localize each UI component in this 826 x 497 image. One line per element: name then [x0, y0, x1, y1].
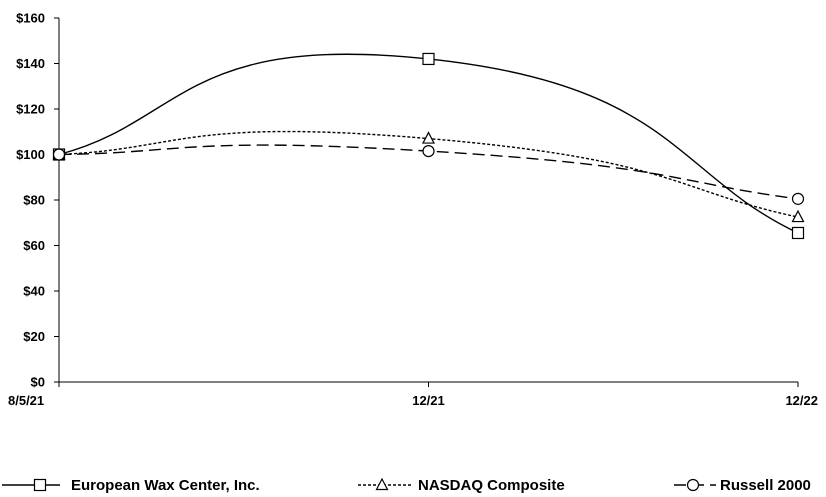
- legend-item: Russell 2000: [674, 477, 811, 494]
- y-tick-label: $80: [23, 193, 45, 208]
- x-axis: 8/5/21 12/21 12/22: [8, 381, 818, 408]
- x-tick-label: 8/5/21: [8, 393, 44, 408]
- legend-marker-circle: [686, 478, 700, 492]
- y-tick-label: $120: [16, 102, 45, 117]
- y-tick-label: $100: [16, 147, 45, 162]
- y-tick-label: $0: [31, 375, 45, 390]
- y-tick-label: $160: [16, 11, 45, 26]
- legend-label: NASDAQ Composite: [418, 477, 565, 494]
- x-tick-label: 12/21: [412, 393, 445, 408]
- data-point-triangle: [791, 209, 805, 223]
- series-line-triangle: [58, 130, 799, 218]
- data-point-square: [791, 226, 805, 240]
- legend-marker-square: [33, 478, 47, 492]
- data-point-square: [422, 52, 435, 66]
- legend: European Wax Center, Inc. NASDAQ Composit…: [2, 477, 811, 494]
- series-lines: [52, 52, 805, 240]
- x-tick-label: 12/22: [785, 393, 818, 408]
- data-point-circle: [422, 144, 435, 158]
- legend-label: European Wax Center, Inc.: [71, 477, 260, 494]
- y-tick-label: $140: [16, 56, 45, 71]
- data-point-circle: [791, 192, 805, 205]
- data-point-triangle: [422, 131, 435, 144]
- data-point-circle: [52, 148, 66, 161]
- legend-item: NASDAQ Composite: [358, 477, 565, 494]
- y-axis: $0 $20 $40 $60 $80 $100 $120 $140 $160: [16, 11, 60, 390]
- legend-label: Russell 2000: [720, 477, 811, 494]
- legend-item: European Wax Center, Inc.: [2, 477, 260, 494]
- y-tick-label: $60: [23, 238, 45, 253]
- legend-marker-triangle: [375, 477, 389, 491]
- y-tick-label: $20: [23, 329, 45, 344]
- y-tick-label: $40: [23, 284, 45, 299]
